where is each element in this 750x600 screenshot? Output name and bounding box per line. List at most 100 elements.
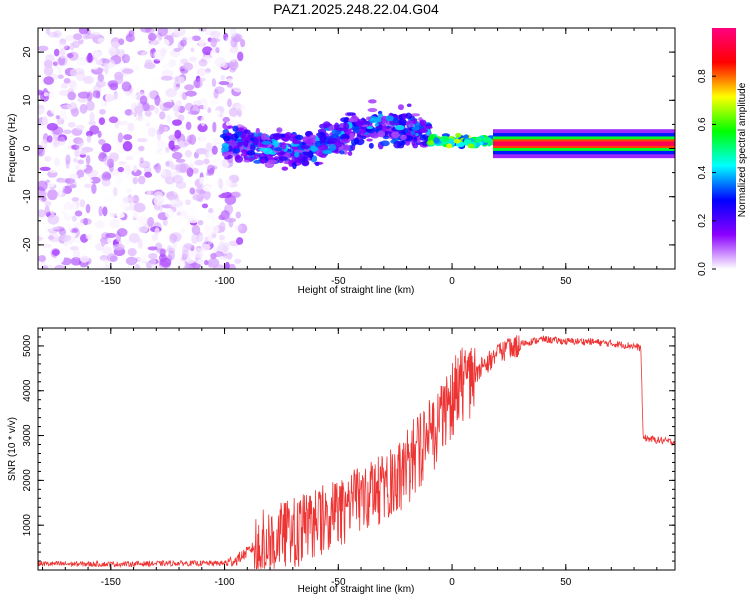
spectrogram-cell xyxy=(47,181,55,188)
spectrogram-cell xyxy=(195,75,201,82)
spectrogram-cell xyxy=(165,160,170,167)
spectrogram-cell xyxy=(156,248,167,254)
spectrogram-cell xyxy=(73,157,78,163)
spectrogram-cell xyxy=(109,82,119,91)
spectrogram-cell xyxy=(38,255,47,262)
colorbar-tick-label: 0.6 xyxy=(697,117,708,131)
spectrogram-cell xyxy=(143,62,156,70)
spectrogram-cell xyxy=(173,184,180,196)
spectrogram-cell xyxy=(121,81,132,92)
spectrogram-cell xyxy=(204,68,211,74)
spectrogram-cell xyxy=(174,111,179,117)
spectrogram-cell xyxy=(329,143,337,152)
spectrogram-cell xyxy=(220,210,230,221)
spectrogram-cell xyxy=(203,189,211,201)
spectrogram-cell xyxy=(102,262,112,269)
spectrogram-cell xyxy=(77,159,84,165)
spectrogram-cell xyxy=(366,126,373,130)
spectrogram-cell xyxy=(66,181,78,187)
spectrogram-cell xyxy=(342,144,350,152)
spectrogram-cell xyxy=(166,114,172,123)
spectrogram-cell xyxy=(234,224,243,231)
spectrogram-cell xyxy=(74,222,85,228)
spectrogram-cell xyxy=(406,103,412,108)
spectrogram-cell xyxy=(178,140,185,148)
spectrogram-cell xyxy=(130,110,135,121)
spectrogram-cell xyxy=(85,203,91,214)
spectrogram-cell xyxy=(204,29,216,36)
spectrogram-cell xyxy=(206,235,213,246)
spectrogram-cell xyxy=(187,249,196,258)
spectrogram-cell xyxy=(70,256,82,266)
spectrogram-cell xyxy=(147,127,156,138)
spectrogram-cell xyxy=(46,122,59,131)
spectrogram-cell xyxy=(228,139,236,148)
spectrogram-cell xyxy=(95,59,104,66)
spectrogram-cell xyxy=(95,80,106,88)
spectrogram-cell xyxy=(185,121,192,131)
spectrogram-cell xyxy=(280,141,287,150)
spectrogram-cell xyxy=(205,171,212,177)
spectrogram-cell xyxy=(48,165,59,174)
spectrogram-cell xyxy=(98,205,103,217)
colorbar-tick-label: 0.8 xyxy=(697,69,708,83)
spectrogram-cell xyxy=(409,122,414,129)
spectrogram-cell xyxy=(368,99,377,104)
spectrogram-cell xyxy=(300,144,311,150)
spectrogram-cell xyxy=(70,231,76,238)
spectrogram-cell xyxy=(229,46,239,54)
spectrogram-cell xyxy=(482,137,491,143)
spectrogram-cell xyxy=(366,138,373,142)
spectrogram-cell xyxy=(192,167,199,174)
spectrogram-cell xyxy=(115,48,125,58)
spectrogram-cell xyxy=(234,155,244,163)
spectrogram-cell xyxy=(147,32,157,41)
spectrogram-cell xyxy=(85,154,91,165)
spectrogram-cell xyxy=(138,160,151,169)
spectrogram-cell xyxy=(86,169,99,178)
spectrogram-cell xyxy=(228,263,236,269)
spectrogram-cell xyxy=(220,74,226,81)
spectrogram-cell xyxy=(77,91,90,99)
spectrogram-cell xyxy=(53,48,60,57)
spectrogram-cell xyxy=(180,227,186,234)
spectrogram-cell xyxy=(236,237,244,245)
spectrogram-cell xyxy=(125,256,138,266)
spectrogram-cell xyxy=(400,134,407,141)
spectrogram-cell xyxy=(47,189,58,201)
spectrogram-cell xyxy=(77,246,89,251)
spectrogram-cell xyxy=(230,37,238,48)
spectrogram-cell xyxy=(348,118,358,123)
spectrogram-cell xyxy=(198,234,209,244)
spectrogram-cell xyxy=(223,135,231,142)
spectrogram-cell xyxy=(419,128,428,133)
spectrogram-cell xyxy=(310,137,315,143)
spectrogram-cell xyxy=(38,209,46,218)
spectrogram-cell xyxy=(277,151,288,155)
spectrogram-cells xyxy=(38,28,675,269)
spectrogram-cell xyxy=(178,163,190,173)
spectrogram-cell xyxy=(306,152,312,156)
spectrogram-cell xyxy=(75,70,86,82)
spectrogram-cell xyxy=(132,176,138,185)
spectrogram-cell xyxy=(301,156,308,163)
x-tick-label: -150 xyxy=(101,577,121,588)
spectrogram-cell xyxy=(327,138,338,144)
y-tick-label: 4000 xyxy=(22,379,33,402)
spectrogram-cell xyxy=(171,199,177,205)
spectrogram-cell xyxy=(224,217,237,223)
spectrogram-cell xyxy=(178,76,185,84)
spectrogram-cell xyxy=(83,75,94,85)
spectrogram-cell xyxy=(202,185,214,192)
spectrogram-cell xyxy=(181,249,189,259)
y-tick-label: 0 xyxy=(22,145,33,151)
spectrogram-cell xyxy=(69,42,75,51)
spectrogram-cell xyxy=(446,143,453,149)
spectrogram-cell xyxy=(138,226,148,233)
spectrogram-cell xyxy=(79,103,88,114)
spectrogram-cell xyxy=(151,233,159,242)
snr-ylabel: SNR (10 * v/v) xyxy=(7,417,18,481)
spectrogram-cell xyxy=(124,109,134,116)
spectrogram-cell xyxy=(249,137,255,142)
